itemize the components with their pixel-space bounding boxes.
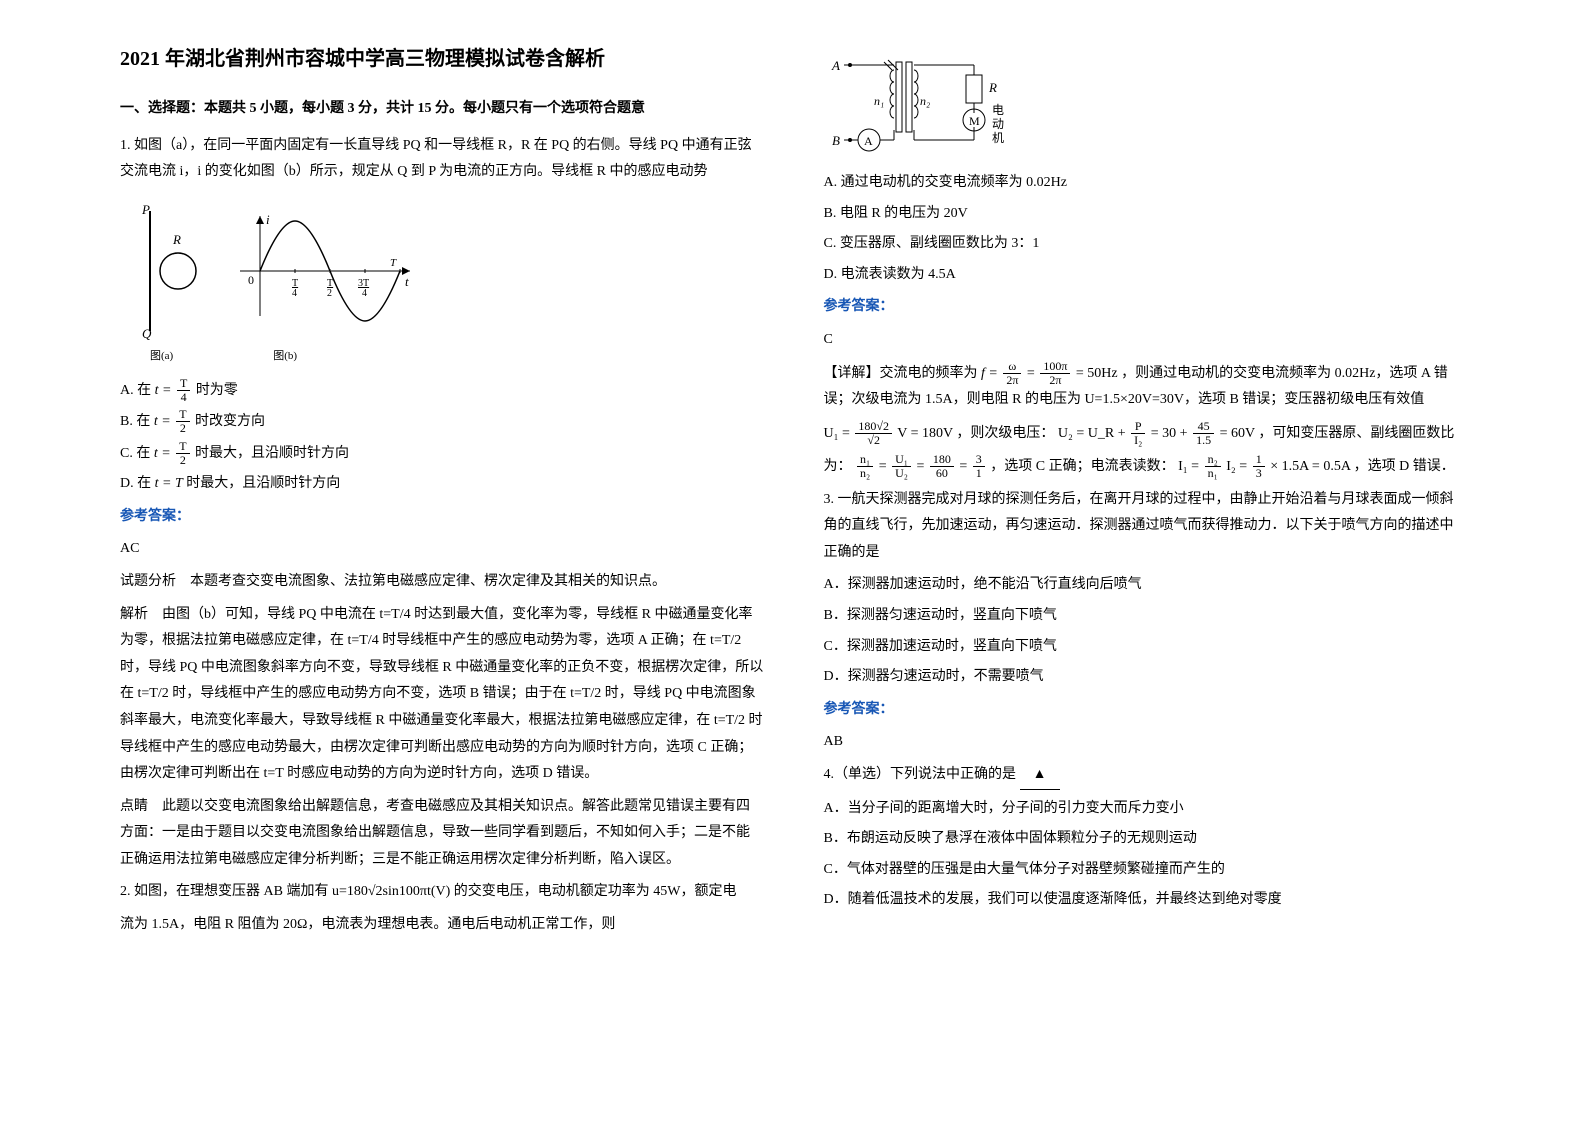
q1-caption-a: 图(a) bbox=[150, 346, 173, 367]
q1-answer: AC bbox=[120, 536, 764, 563]
q2-explain-3: 为： n₁n₂ = U₁U₂ = 18060 = 31 ，选项 C 正确；电流表… bbox=[824, 453, 1468, 481]
q1-option-b: B. 在 t = T2 时改变方向 bbox=[120, 408, 764, 436]
q1-stem: 1. 如图（a），在同一平面内固定有一长直导线 PQ 和一导线框 R，R 在 P… bbox=[120, 133, 764, 186]
right-column: A n₁ n₂ R bbox=[824, 40, 1468, 945]
q4-option-a: A．当分子间的距离增大时，分子间的引力变大而斥力变小 bbox=[824, 796, 1468, 823]
label-O: 0 bbox=[248, 273, 254, 287]
q3-option-b: B．探测器匀速运动时，竖直向下喷气 bbox=[824, 603, 1468, 630]
q3-answer: AB bbox=[824, 729, 1468, 756]
label-motor-3: 机 bbox=[992, 131, 1004, 145]
label-M: M bbox=[969, 114, 980, 128]
label-A-terminal: A bbox=[831, 58, 840, 73]
label-P: P bbox=[141, 202, 150, 217]
label-Q: Q bbox=[142, 326, 152, 341]
q2-answer: C bbox=[824, 327, 1468, 354]
q1-option-a: A. 在 t = T4 时为零 bbox=[120, 377, 764, 405]
q3-option-c: C．探测器加速运动时，竖直向下喷气 bbox=[824, 634, 1468, 661]
q1-option-c: C. 在 t = T2 时最大，且沿顺时针方向 bbox=[120, 440, 764, 468]
label-R: R bbox=[172, 232, 181, 247]
q2-answer-label: 参考答案： bbox=[824, 294, 1468, 321]
q4-stem: 4.（单选）下列说法中正确的是 ▲ bbox=[824, 762, 1468, 790]
q2-stem-line2: 流为 1.5A，电阻 R 阻值为 20Ω，电流表为理想电表。通电后电动机正常工作… bbox=[120, 912, 764, 939]
q2-option-d: D. 电流表读数为 4.5A bbox=[824, 262, 1468, 289]
q3-answer-label: 参考答案： bbox=[824, 697, 1468, 724]
q1-explain-2: 解析 由图（b）可知，导线 PQ 中电流在 t=T/4 时达到最大值，变化率为零… bbox=[120, 602, 764, 788]
q2-option-a: A. 通过电动机的交变电流频率为 0.02Hz bbox=[824, 170, 1468, 197]
q2-option-b: B. 电阻 R 的电压为 20V bbox=[824, 201, 1468, 228]
q2-explain-2: U₁ = 180√2√2 V = 180V ，则次级电压： U₂ = U_R +… bbox=[824, 420, 1468, 448]
q1-answer-label: 参考答案： bbox=[120, 504, 764, 531]
label-R2: R bbox=[988, 80, 997, 95]
q3-option-d: D．探测器匀速运动时，不需要喷气 bbox=[824, 664, 1468, 691]
label-motor-2: 动 bbox=[992, 117, 1004, 131]
q1-explain-3: 点睛 此题以交变电流图象给出解题信息，考查电磁感应及其相关知识点。解答此题常见错… bbox=[120, 794, 764, 874]
q2-option-c: C. 变压器原、副线圈匝数比为 3：1 bbox=[824, 231, 1468, 258]
label-t: t bbox=[405, 274, 409, 289]
q2-figure: A n₁ n₂ R bbox=[824, 50, 1468, 160]
label-ammeter: A bbox=[864, 134, 873, 148]
q3-option-a: A．探测器加速运动时，绝不能沿飞行直线向后喷气 bbox=[824, 572, 1468, 599]
q4-blank: ▲ bbox=[1020, 762, 1060, 790]
label-T: T bbox=[390, 257, 397, 269]
label-T4-den: 4 bbox=[292, 288, 297, 299]
left-column: 2021 年湖北省荆州市容城中学高三物理模拟试卷含解析 一、选择题：本题共 5 … bbox=[120, 40, 764, 945]
q1-explain-1: 试题分析 本题考查交变电流图象、法拉第电磁感应定律、楞次定律及其相关的知识点。 bbox=[120, 569, 764, 596]
q2-explain-1: 【详解】交流电的频率为 f = ω2π = 100π2π = 50Hz ，则通过… bbox=[824, 360, 1468, 414]
label-B-terminal: B bbox=[832, 133, 840, 148]
label-n1: n₁ bbox=[874, 94, 884, 108]
title: 2021 年湖北省荆州市容城中学高三物理模拟试卷含解析 bbox=[120, 40, 764, 78]
q1-figure: P Q R i t 0 T 4 bbox=[120, 196, 764, 367]
q4-option-d: D．随着低温技术的发展，我们可以使温度逐渐降低，并最终达到绝对零度 bbox=[824, 887, 1468, 914]
q2-stem: 2. 如图，在理想变压器 AB 端加有 u=180√2sin100πt(V) 的… bbox=[120, 879, 764, 906]
q1-figure-svg: P Q R i t 0 T 4 bbox=[120, 196, 420, 346]
q4-option-c: C．气体对器壁的压强是由大量气体分子对器壁频繁碰撞而产生的 bbox=[824, 857, 1468, 884]
label-T2-den: 2 bbox=[327, 288, 332, 299]
q1-caption-b: 图(b) bbox=[273, 346, 297, 367]
label-n2: n₂ bbox=[920, 94, 930, 108]
section-1-heading: 一、选择题：本题共 5 小题，每小题 3 分，共计 15 分。每小题只有一个选项… bbox=[120, 96, 764, 123]
q4-option-b: B．布朗运动反映了悬浮在液体中固体颗粒分子的无规则运动 bbox=[824, 826, 1468, 853]
label-3T4-den: 4 bbox=[362, 288, 367, 299]
label-motor-1: 电 bbox=[992, 103, 1004, 117]
q2-figure-svg: A n₁ n₂ R bbox=[824, 50, 1084, 160]
label-i: i bbox=[266, 212, 270, 227]
q1-option-d: D. 在 t = T 时最大，且沿顺时针方向 bbox=[120, 471, 764, 498]
q3-stem: 3. 一航天探测器完成对月球的探测任务后，在离开月球的过程中，由静止开始沿着与月… bbox=[824, 487, 1468, 567]
